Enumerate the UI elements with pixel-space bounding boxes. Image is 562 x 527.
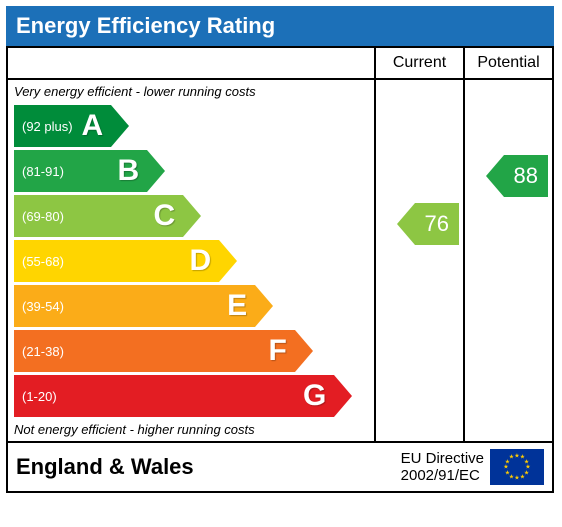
column-header-row: Current Potential bbox=[8, 48, 552, 80]
potential-value: 88 bbox=[504, 155, 548, 197]
star-icon: ★ bbox=[520, 473, 525, 480]
band-body: (55-68) D bbox=[14, 240, 219, 282]
chart-container: Current Potential Very energy efficient … bbox=[6, 46, 554, 493]
header-spacer bbox=[8, 48, 374, 78]
band-B: (81-91) B bbox=[14, 150, 374, 192]
current-value: 76 bbox=[415, 203, 459, 245]
band-letter: B bbox=[118, 154, 140, 188]
band-letter: C bbox=[154, 199, 176, 233]
header-current: Current bbox=[374, 48, 463, 78]
title-bar: Energy Efficiency Rating bbox=[6, 6, 554, 46]
caption-top: Very energy efficient - lower running co… bbox=[8, 82, 374, 102]
directive-line2: 2002/91/EC bbox=[401, 467, 484, 484]
band-letter: E bbox=[227, 289, 247, 323]
band-letter: F bbox=[268, 334, 286, 368]
band-F: (21-38) F bbox=[14, 330, 374, 372]
band-range: (92 plus) bbox=[22, 119, 73, 134]
band-body: (1-20) G bbox=[14, 375, 334, 417]
band-range: (55-68) bbox=[22, 254, 64, 269]
band-letter: G bbox=[303, 379, 326, 413]
potential-column: 88 bbox=[463, 80, 552, 441]
band-body: (81-91) B bbox=[14, 150, 147, 192]
band-letter: A bbox=[82, 109, 104, 143]
current-column: 76 bbox=[374, 80, 463, 441]
star-icon: ★ bbox=[509, 454, 514, 461]
band-range: (39-54) bbox=[22, 299, 64, 314]
footer: England & Wales EU Directive 2002/91/EC … bbox=[8, 441, 552, 491]
bands-container: (92 plus) A (81-91) B (69-80) C (55-68) D (39-54… bbox=[8, 105, 374, 417]
band-body: (69-80) C bbox=[14, 195, 183, 237]
chevron-right-icon bbox=[111, 105, 129, 147]
chart-body: Very energy efficient - lower running co… bbox=[8, 80, 552, 441]
footer-directive: EU Directive 2002/91/EC bbox=[401, 450, 490, 485]
band-body: (21-38) F bbox=[14, 330, 295, 372]
chevron-right-icon bbox=[255, 285, 273, 327]
star-icon: ★ bbox=[514, 475, 519, 482]
arrow-left-icon bbox=[397, 203, 415, 245]
band-range: (21-38) bbox=[22, 344, 64, 359]
chevron-right-icon bbox=[219, 240, 237, 282]
band-body: (92 plus) A bbox=[14, 105, 111, 147]
band-letter: D bbox=[190, 244, 212, 278]
header-potential: Potential bbox=[463, 48, 552, 78]
current-pointer: 76 bbox=[397, 203, 459, 245]
directive-line1: EU Directive bbox=[401, 450, 484, 467]
band-range: (81-91) bbox=[22, 164, 64, 179]
eu-flag-icon: ★★★★★★★★★★★★ bbox=[490, 449, 544, 485]
footer-region: England & Wales bbox=[16, 454, 401, 480]
potential-pointer: 88 bbox=[486, 155, 548, 197]
bands-area: Very energy efficient - lower running co… bbox=[8, 80, 374, 441]
band-E: (39-54) E bbox=[14, 285, 374, 327]
band-range: (69-80) bbox=[22, 209, 64, 224]
band-C: (69-80) C bbox=[14, 195, 374, 237]
band-G: (1-20) G bbox=[14, 375, 374, 417]
caption-bottom: Not energy efficient - higher running co… bbox=[8, 420, 374, 440]
band-body: (39-54) E bbox=[14, 285, 255, 327]
arrow-left-icon bbox=[486, 155, 504, 197]
chevron-right-icon bbox=[295, 330, 313, 372]
chevron-right-icon bbox=[334, 375, 352, 417]
chevron-right-icon bbox=[183, 195, 201, 237]
band-range: (1-20) bbox=[22, 389, 57, 404]
chevron-right-icon bbox=[147, 150, 165, 192]
band-A: (92 plus) A bbox=[14, 105, 374, 147]
epc-chart: Energy Efficiency Rating Current Potenti… bbox=[6, 6, 554, 493]
band-D: (55-68) D bbox=[14, 240, 374, 282]
